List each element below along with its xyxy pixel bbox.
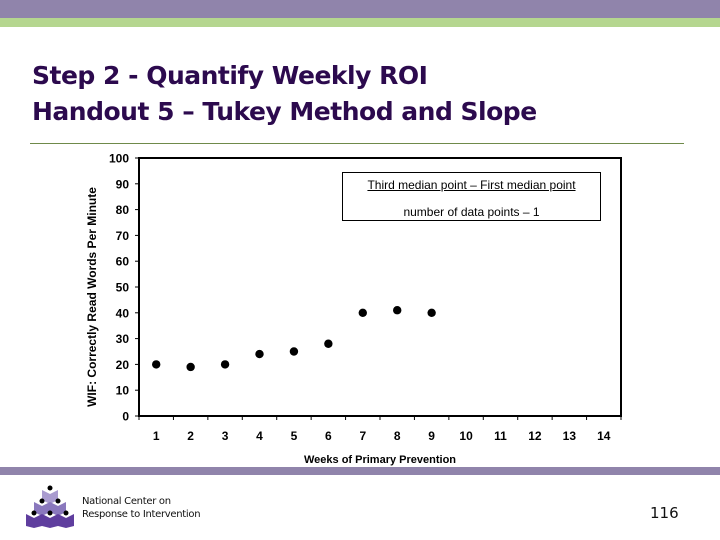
title-divider	[30, 143, 684, 144]
slide-title: Step 2 - Quantify Weekly ROI Handout 5 –…	[32, 58, 537, 130]
data-point	[255, 349, 264, 359]
data-point	[186, 362, 195, 372]
x-tick-label: 4	[256, 429, 263, 443]
data-point	[152, 360, 161, 369]
title-line-1: Step 2 - Quantify Weekly ROI	[32, 61, 428, 90]
data-point	[358, 308, 367, 317]
y-axis-ticks: 0 10 20 30 40 50 60 70 80 90 100	[109, 152, 139, 424]
title-line-2: Handout 5 – Tukey Method and Slope	[32, 97, 537, 126]
x-tick-label: 6	[325, 429, 332, 443]
header-purple-band	[0, 0, 720, 18]
x-tick-label: 1	[153, 429, 160, 443]
org-name-line-1: National Center on	[82, 496, 171, 507]
x-tick-label: 8	[394, 429, 401, 443]
x-tick-label: 5	[291, 429, 298, 443]
scatter-chart: WIF: Correctly Read Words Per Minute 0 10…	[85, 152, 622, 466]
y-tick-label: 100	[109, 152, 129, 166]
data-point	[427, 308, 436, 317]
formula-denominator: number of data points – 1	[403, 205, 540, 219]
footer-purple-band	[0, 467, 720, 475]
x-tick-label: 13	[563, 429, 577, 443]
x-tick-label: 11	[494, 429, 507, 443]
y-tick-label: 90	[116, 177, 130, 191]
org-name-line-2: Response to Intervention	[82, 509, 201, 520]
page-number: 116	[650, 504, 679, 522]
org-name: National Center on Response to Intervent…	[82, 495, 201, 521]
x-tick-label: 2	[187, 429, 194, 443]
x-tick-label: 7	[359, 429, 366, 443]
y-tick-label: 50	[116, 281, 130, 295]
data-point	[289, 347, 299, 356]
y-tick-label: 70	[116, 229, 130, 243]
y-tick-label: 10	[116, 384, 130, 398]
x-axis-ticks: 1 2 3 4 5 6 7 8 9 10 11 12 13 14	[138, 416, 622, 443]
x-tick-label: 10	[459, 429, 473, 443]
x-axis-label: Weeks of Primary Prevention	[304, 454, 456, 466]
header-green-band	[0, 18, 720, 27]
data-point	[393, 306, 402, 315]
y-tick-label: 30	[116, 332, 130, 346]
svg-text:WIF: Correctly Read Words Per: WIF: Correctly Read Words Per Minute	[85, 187, 99, 407]
data-point	[220, 360, 230, 369]
x-tick-label: 3	[222, 429, 229, 443]
data-points	[152, 306, 436, 372]
y-tick-label: 20	[116, 358, 130, 372]
formula-numerator: Third median point – First median point	[367, 178, 576, 192]
rti-pyramid-logo-icon	[26, 485, 74, 528]
y-tick-label: 60	[116, 255, 130, 269]
x-tick-label: 9	[428, 429, 435, 443]
y-tick-label: 80	[116, 203, 130, 217]
y-tick-label: 40	[116, 306, 130, 320]
y-tick-label: 0	[122, 410, 129, 424]
x-tick-label: 12	[528, 429, 542, 443]
x-tick-label: 14	[597, 429, 611, 443]
slope-formula-box: Third median point – First median point …	[342, 172, 601, 221]
y-axis-label: WIF: Correctly Read Words Per Minute	[85, 187, 99, 407]
data-point	[324, 339, 333, 348]
